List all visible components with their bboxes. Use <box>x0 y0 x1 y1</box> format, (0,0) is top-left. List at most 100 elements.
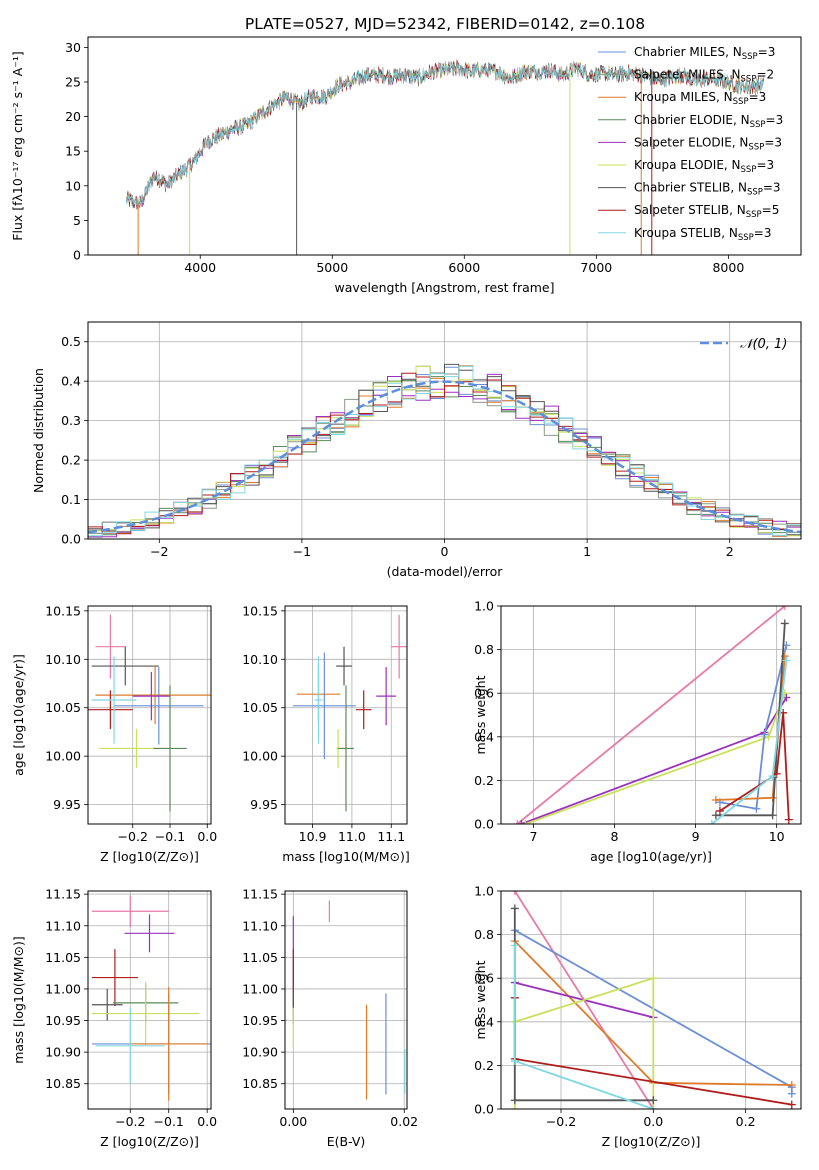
legend-value: =3 <box>763 181 781 195</box>
legend-entry-chabrier_miles: Chabrier MILES, NSSP=3 <box>634 45 775 62</box>
y-tick-label: 0.4 <box>474 729 494 744</box>
legend-subscript: SSP <box>741 165 757 175</box>
weight-marker-kroupa_elodie <box>764 732 773 741</box>
y-tick-label: 11.10 <box>242 918 278 933</box>
y-tick-label: 15 <box>65 144 81 159</box>
y-axis-label: mass weight <box>473 675 488 754</box>
y-tick-label: 11.15 <box>242 887 278 902</box>
weight-marker-salpeter_stelib <box>715 806 724 815</box>
x-tick-label: 0.0 <box>197 1114 217 1129</box>
y-tick-label: 10.90 <box>242 1045 278 1060</box>
weight-marker-kroupa_elodie <box>649 974 658 983</box>
weight-vs-age-lines <box>513 606 793 824</box>
weight-marker-pink <box>513 820 522 824</box>
y-tick-label: 0.0 <box>474 817 494 832</box>
legend-text: Chabrier ELODIE, N <box>634 113 750 127</box>
y-tick-label: 1.0 <box>474 884 494 899</box>
spectrum-lines <box>126 59 765 255</box>
x-axis-label: Z [log10(Z/Z⊙)] <box>100 849 199 864</box>
x-axis-label: E(B-V) <box>327 1134 366 1149</box>
legend-value: =3 <box>758 45 776 59</box>
weight-marker-kroupa_miles <box>711 796 720 805</box>
legend-entry-kroupa_elodie: Kroupa ELODIE, NSSP=3 <box>634 158 774 175</box>
x-tick-label: −0.2 <box>115 1114 145 1129</box>
y-tick-label: 11.05 <box>45 950 81 965</box>
weight-line-chabrier_miles <box>719 644 788 810</box>
legend-entry-chabrier_elodie: Chabrier ELODIE, NSSP=3 <box>634 113 783 130</box>
weight-marker-kroupa_stelib <box>510 1057 519 1066</box>
y-tick-label: 1.0 <box>474 599 494 614</box>
weight-marker-kroupa_elodie <box>510 1105 519 1109</box>
x-axis-label: (data-model)/error <box>387 564 504 579</box>
y-tick-label: 20 <box>65 109 81 124</box>
weight-line-chabrier_stelib <box>513 908 654 1102</box>
weight-marker-chabrier_miles <box>760 730 769 739</box>
weight-marker-chabrier_stelib <box>780 619 789 628</box>
weight-line-salpeter_elodie <box>520 697 788 824</box>
x-tick-label: 9 <box>692 829 700 844</box>
weight-marker-salpeter_stelib <box>787 1100 796 1109</box>
y-tick-label: 0.0 <box>474 1102 494 1117</box>
legend-text: Salpeter MILES, N <box>634 68 741 82</box>
legend-value: =3 <box>756 158 774 172</box>
y-tick-label: 0.2 <box>61 453 81 468</box>
legend-value: =5 <box>762 203 780 217</box>
x-tick-label: 6000 <box>448 260 480 275</box>
legend-subscript: SSP <box>746 210 762 220</box>
histogram-step-kroupa_stelib <box>88 365 801 539</box>
x-tick-label: 7000 <box>580 260 612 275</box>
x-tick-label: 8000 <box>712 260 744 275</box>
legend-entry-salpeter_miles: Salpeter MILES, NSSP=2 <box>634 68 774 85</box>
x-tick-label: 5000 <box>316 260 348 275</box>
x-axis-label: mass [log10(M/M⊙)] <box>282 849 410 864</box>
legend-entry-normal: 𝒩(0, 1) <box>740 337 787 352</box>
weight-vs-Z-lines <box>510 891 796 1109</box>
x-axis-label: Z [log10(Z/Z⊙)] <box>602 1134 701 1149</box>
weight-marker-kroupa_elodie <box>521 820 530 824</box>
y-tick-label: 11.10 <box>45 918 81 933</box>
axes-frame <box>500 890 802 1110</box>
y-tick-label: 0.8 <box>474 927 494 942</box>
legend-text: Kroupa MILES, N <box>634 90 733 104</box>
y-tick-label: 25 <box>65 74 81 89</box>
legend-subscript: SSP <box>742 52 758 62</box>
y-tick-label: 10.95 <box>242 1013 278 1028</box>
legend-value: =3 <box>749 90 767 104</box>
legend-text: Chabrier STELIB, N <box>634 181 747 195</box>
legend-subscript: SSP <box>748 142 764 152</box>
y-axis-label: mass weight <box>473 960 488 1039</box>
y-axis-label: Normed distribution <box>31 368 46 493</box>
weight-marker-kroupa_stelib <box>510 941 519 950</box>
weight-marker-salpeter_stelib <box>772 769 781 778</box>
x-tick-label: −0.2 <box>546 1114 576 1129</box>
y-tick-label: 11.15 <box>45 887 81 902</box>
y-tick-label: 9.95 <box>53 797 81 812</box>
weight-marker-chabrier_stelib <box>711 811 720 820</box>
y-tick-label: 11.05 <box>242 950 278 965</box>
age-vs-mass-points <box>292 614 407 812</box>
legend-value: =3 <box>764 135 782 149</box>
mass-vs-Z-points <box>91 895 211 1101</box>
legend-subscript: SSP <box>747 188 763 198</box>
x-tick-label: −0.1 <box>155 829 185 844</box>
x-tick-label: 2 <box>726 544 734 559</box>
mass-vs-EBV-points <box>292 900 406 1100</box>
y-tick-label: 0.1 <box>61 492 81 507</box>
legend-text: Kroupa ELODIE, N <box>634 158 741 172</box>
age-vs-Z-points <box>88 614 211 812</box>
weight-marker-chabrier_stelib <box>510 904 519 913</box>
x-tick-label: 0.2 <box>736 1114 756 1129</box>
x-tick-label: 1 <box>583 544 591 559</box>
y-tick-label: 0.2 <box>474 1058 494 1073</box>
y-tick-label: 0.2 <box>474 773 494 788</box>
spectrum-line-kroupa_stelib <box>126 61 765 207</box>
legend-text: Chabrier MILES, N <box>634 45 742 59</box>
legend-entry-chabrier_stelib: Chabrier STELIB, NSSP=3 <box>634 181 781 198</box>
charts-group: 4000 5000 6000 7000 8000051015202530waveleng… <box>10 36 802 1149</box>
y-tick-label: 0.4 <box>61 374 81 389</box>
legend-text: Salpeter STELIB, N <box>634 203 746 217</box>
y-tick-label: 0.6 <box>474 686 494 701</box>
x-tick-label: −1 <box>293 544 311 559</box>
